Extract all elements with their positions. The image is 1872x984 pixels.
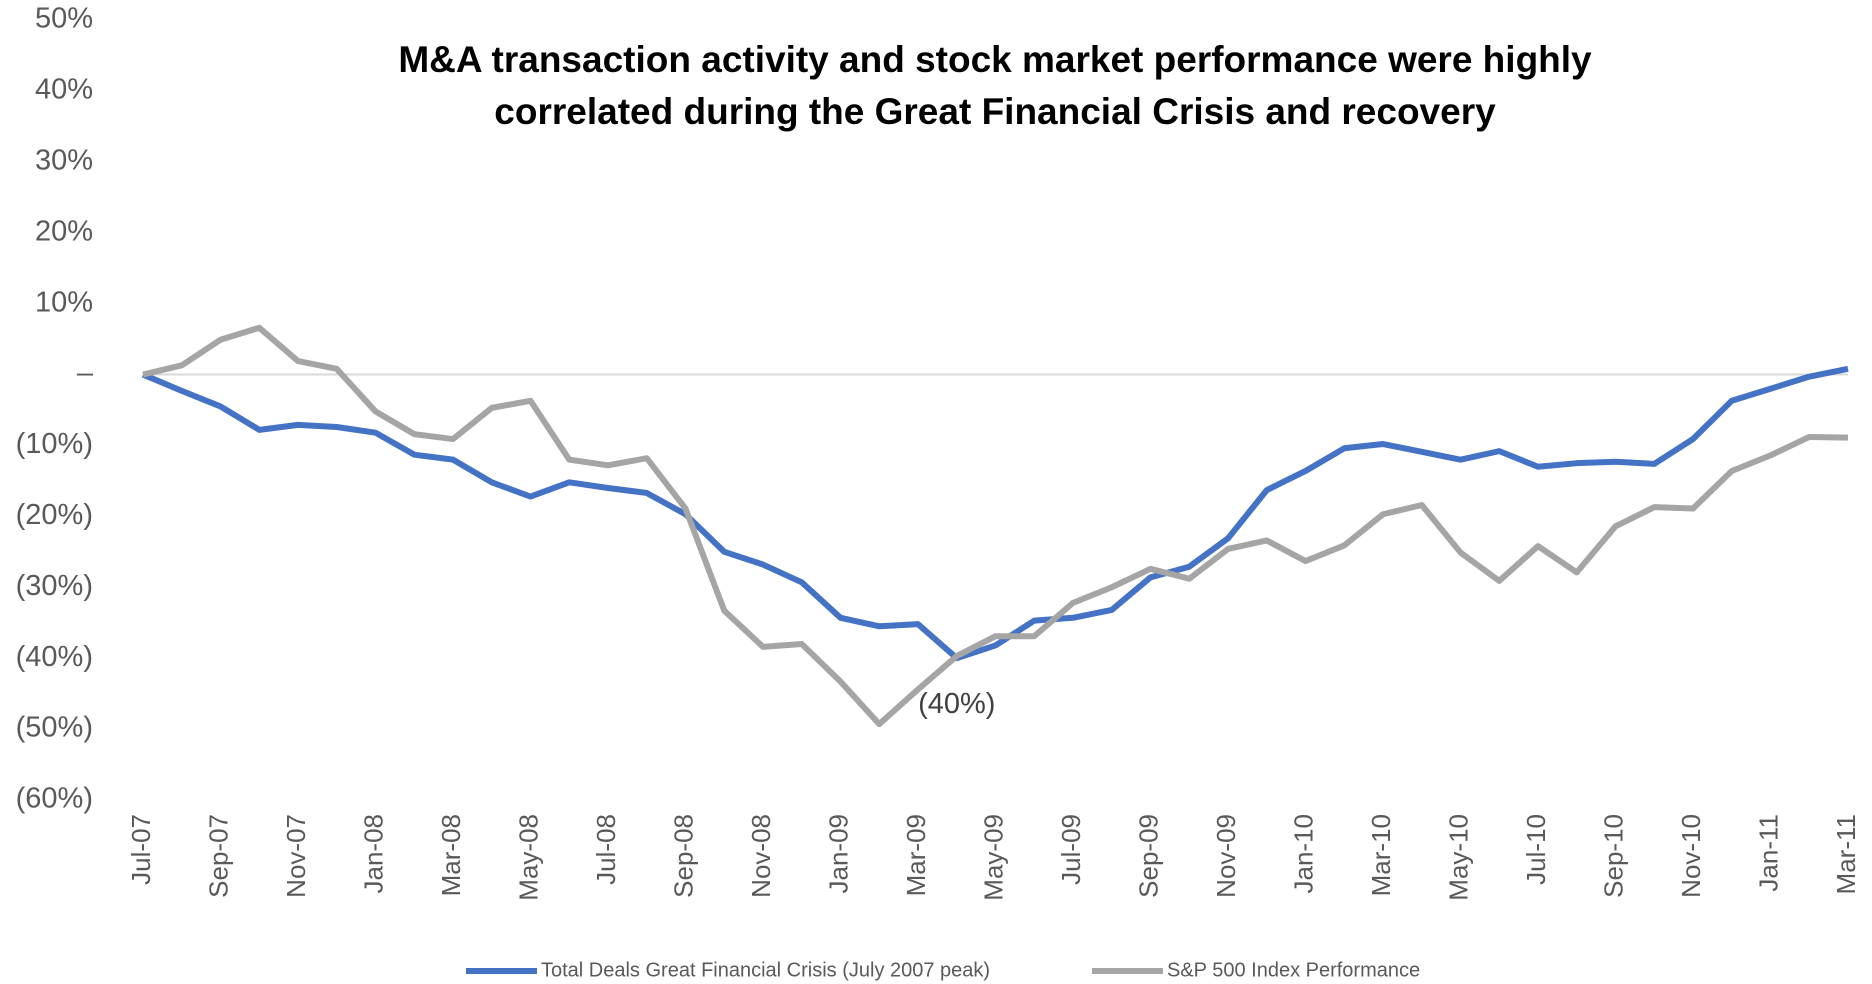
x-tick-label: Jul-10 <box>1521 814 1551 885</box>
x-tick-label: Mar-11 <box>1831 814 1861 894</box>
y-tick-label: 40% <box>35 74 93 106</box>
y-tick-label: – <box>77 357 94 389</box>
x-tick-label: Sep-07 <box>203 814 233 898</box>
y-tick-label: 10% <box>35 286 93 318</box>
x-tick-label: Nov-09 <box>1211 814 1241 898</box>
x-tick-label: Sep-08 <box>668 814 698 898</box>
y-tick-label: (20%) <box>16 499 93 531</box>
x-tick-label: Jul-09 <box>1056 814 1086 885</box>
y-tick-label: (60%) <box>16 783 93 815</box>
x-tick-label: Mar-09 <box>901 814 931 896</box>
x-tick-label: Jan-09 <box>823 814 853 894</box>
x-tick-label: Jan-10 <box>1288 814 1318 894</box>
x-tick-label: Jan-11 <box>1753 814 1783 892</box>
y-tick-label: 50% <box>35 3 93 35</box>
y-tick-label: 30% <box>35 144 93 176</box>
chart-title: M&A transaction activity and stock marke… <box>398 39 1592 80</box>
data-label: (40%) <box>918 688 995 720</box>
y-tick-label: 20% <box>35 215 93 247</box>
x-tick-label: Nov-08 <box>746 814 776 898</box>
x-tick-label: Sep-09 <box>1133 814 1163 898</box>
x-tick-label: Jul-07 <box>126 814 156 885</box>
x-tick-label: May-10 <box>1443 814 1473 901</box>
y-tick-label: (30%) <box>16 570 93 602</box>
x-tick-label: Mar-08 <box>436 814 466 896</box>
x-tick-label: Mar-10 <box>1366 814 1396 896</box>
legend-label: S&P 500 Index Performance <box>1167 959 1420 981</box>
y-tick-label: (10%) <box>16 428 93 460</box>
x-tick-label: Nov-07 <box>281 814 311 898</box>
x-tick-label: May-08 <box>513 814 543 901</box>
x-tick-label: Jul-08 <box>591 814 621 885</box>
y-tick-label: (50%) <box>16 712 93 744</box>
series-line <box>141 365 1849 662</box>
y-tick-label: (40%) <box>16 641 93 673</box>
x-tick-label: May-09 <box>978 814 1008 901</box>
chart-title: correlated during the Great Financial Cr… <box>494 91 1496 132</box>
series-line <box>142 324 1849 728</box>
x-tick-label: Nov-10 <box>1676 814 1706 898</box>
x-tick-label: Sep-10 <box>1598 814 1628 898</box>
x-tick-label: Jan-08 <box>358 814 388 894</box>
legend-label: Total Deals Great Financial Crisis (July… <box>541 959 990 981</box>
